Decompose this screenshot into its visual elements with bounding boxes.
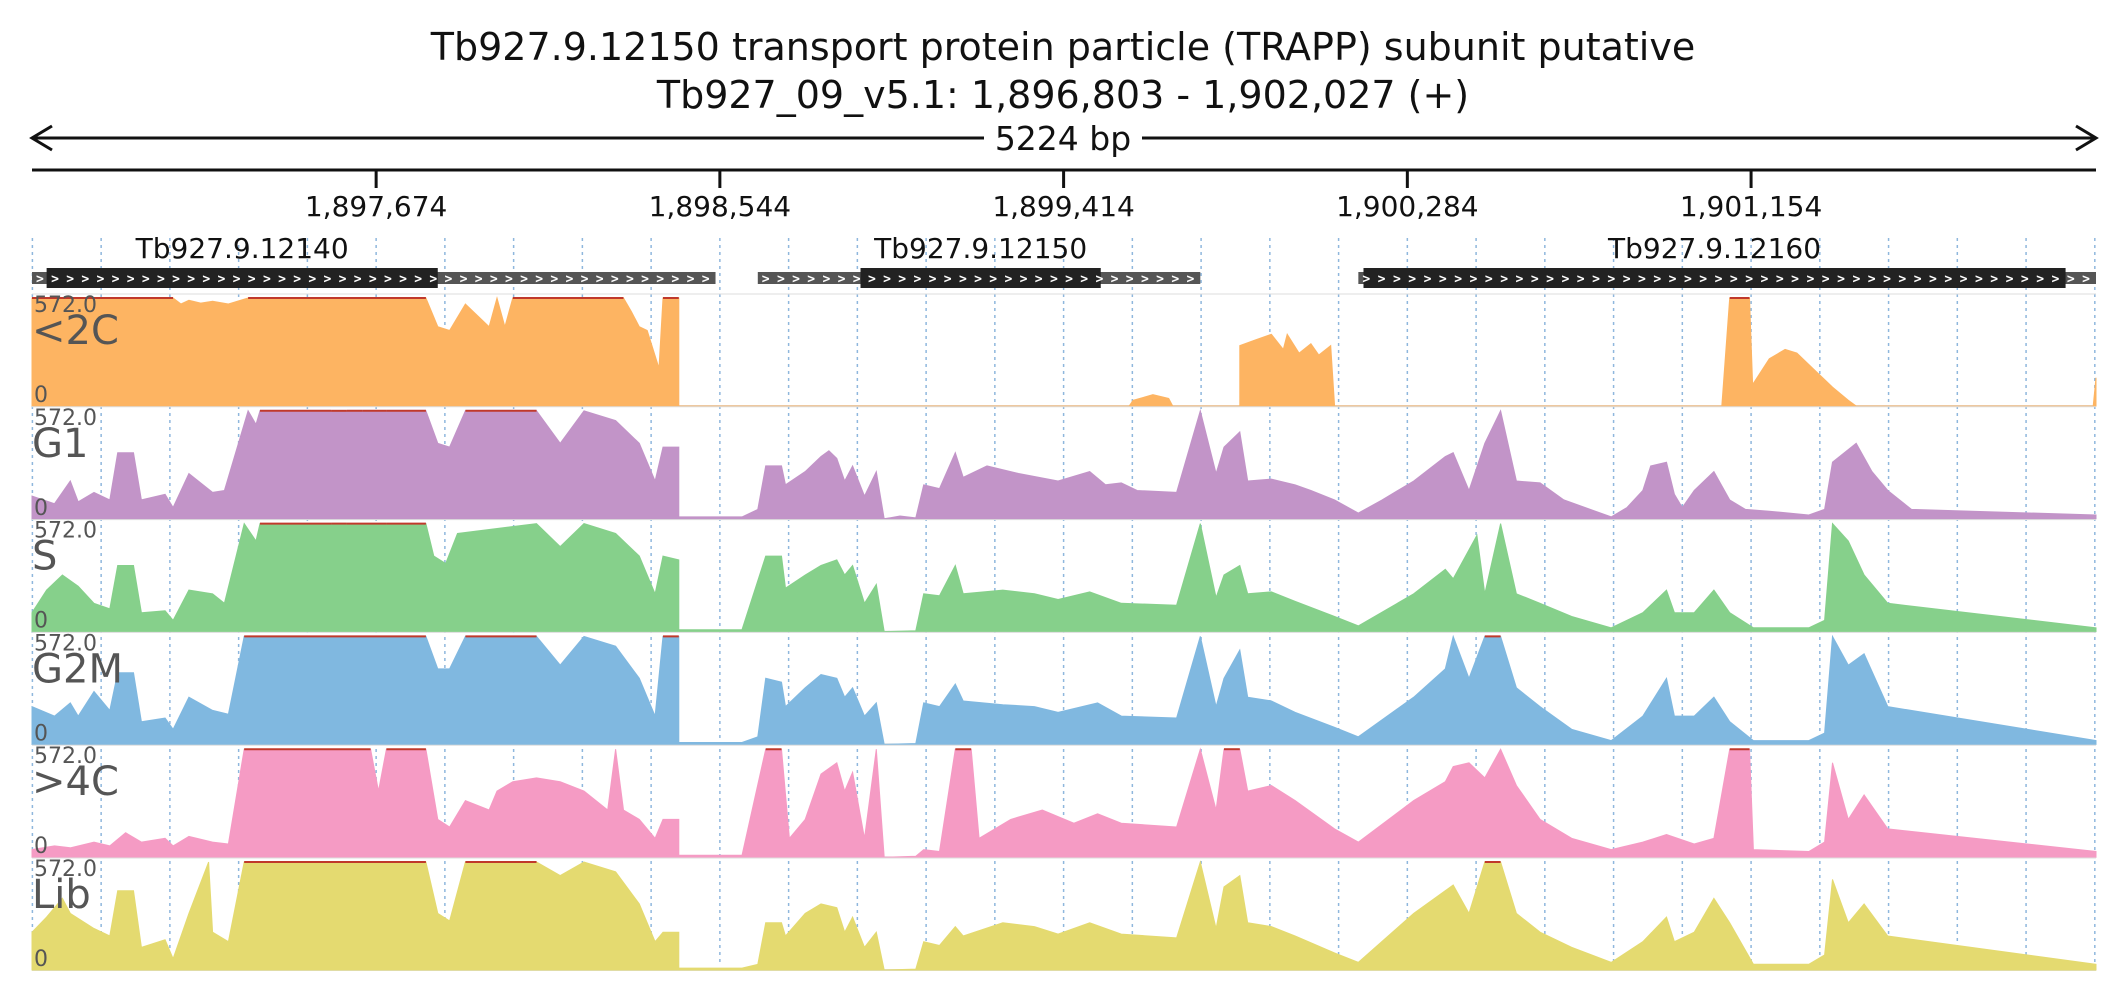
track-min-label: 0 <box>34 609 48 634</box>
track-max-label: 572.0 <box>34 293 97 318</box>
tick-label: 1,897,674 <box>305 190 448 223</box>
coverage-area <box>31 522 2097 633</box>
strand-arrows: > > > > > > > > > > > > > > > > > > > > … <box>1362 272 2090 287</box>
gene-track: > > > > > > > > > > > > > > > > > > > > … <box>32 232 2096 288</box>
strand-arrows: > > > > > > > > > > > > > > > > > > > > … <box>762 272 1195 287</box>
tick-label: 1,901,154 <box>1680 190 1823 223</box>
track-min-label: 0 <box>34 721 48 746</box>
span-label: 5224 bp <box>995 119 1131 158</box>
gene-cds <box>1363 268 2066 288</box>
track-label: G2M <box>32 646 123 692</box>
track-min-label: 0 <box>34 383 48 408</box>
track-label: G1 <box>32 421 88 467</box>
coverage-area <box>31 296 2097 407</box>
title-line-2: Tb927_09_v5.1: 1,896,803 - 1,902,027 (+) <box>656 73 1469 117</box>
coverage-tracks: <2C572.00G1572.00S572.00G2M572.00>4C572.… <box>31 293 2097 972</box>
track-label: Lib <box>32 872 91 918</box>
span-arrow-left <box>29 124 53 152</box>
coverage-area <box>31 634 2097 745</box>
tick-label: 1,899,414 <box>992 190 1135 223</box>
gene-cds <box>860 268 1101 288</box>
track-min-label: 0 <box>34 496 48 521</box>
track-max-label: 572.0 <box>34 631 97 656</box>
title-line-1: Tb927.9.12150 transport protein particle… <box>430 25 1695 69</box>
strand-arrows: > > > > > > > > > > > > > > > > > > > > … <box>36 272 710 287</box>
span-label-bg <box>984 118 1142 158</box>
gene-cds <box>46 268 438 288</box>
track-label: >4C <box>32 759 119 805</box>
span-ruler: 5224 bp <box>29 118 2099 158</box>
coverage-area <box>31 747 2097 858</box>
gene-label: Tb927.9.12140 <box>135 232 349 265</box>
coverage-area <box>31 860 2097 971</box>
track-label: S <box>32 534 57 580</box>
gene-label: Tb927.9.12160 <box>1607 232 1821 265</box>
tick-label: 1,898,544 <box>649 190 792 223</box>
track-max-label: 572.0 <box>34 857 97 882</box>
track-min-label: 0 <box>34 947 48 972</box>
track-label: <2C <box>32 308 119 354</box>
axis-ticks: 1,897,674 1,898,544 1,899,414 1,900,284 1,90… <box>305 170 1822 223</box>
track-min-label: 0 <box>34 834 48 859</box>
track-max-label: 572.0 <box>34 406 97 431</box>
track-max-label: 572.0 <box>34 744 97 769</box>
span-arrow-right <box>2075 124 2099 152</box>
tick-label: 1,900,284 <box>1336 190 1479 223</box>
track-max-label: 572.0 <box>34 519 97 544</box>
gene-label: Tb927.9.12150 <box>873 232 1087 265</box>
